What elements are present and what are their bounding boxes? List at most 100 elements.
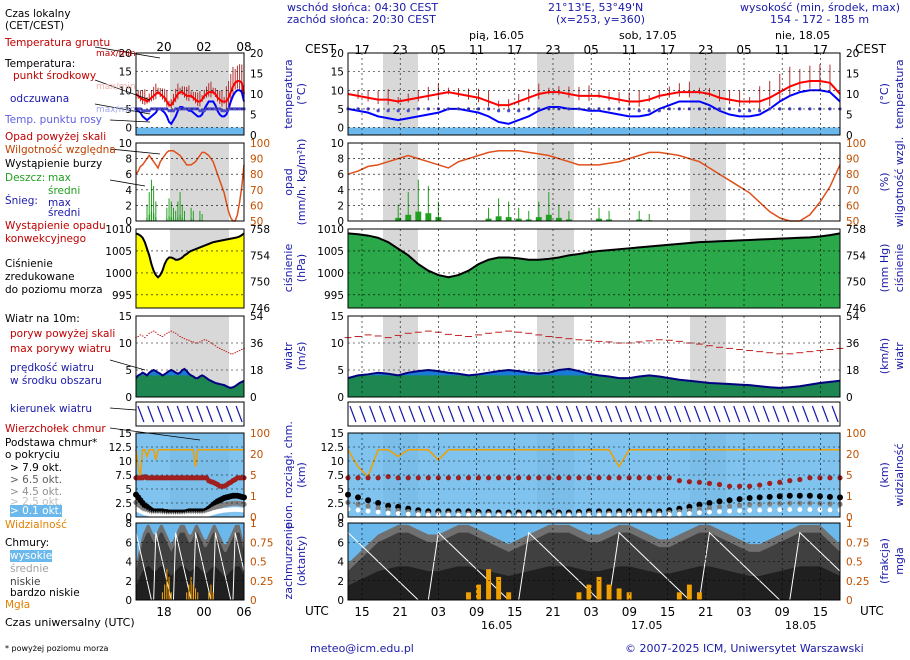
- legend-ytick-label: 2: [125, 200, 132, 212]
- main-wind-arrow: [674, 405, 682, 423]
- legend-cloud-base-2: o pokryciu: [5, 449, 60, 461]
- main-temp-dewpoint-point: [396, 109, 400, 113]
- main-cloud-cloud-base-point-3: [697, 510, 702, 516]
- main-ytick-label: 5: [337, 484, 344, 496]
- footer-email[interactable]: meteo@icm.edu.pl: [310, 642, 414, 655]
- axis-unit-left-4: (km): [295, 462, 308, 488]
- main-ytick-label: 12.5: [321, 442, 344, 454]
- main-panel-frame: [347, 315, 841, 398]
- main-ytick-label: 10: [331, 338, 344, 350]
- main-wind-arrow: [555, 405, 564, 423]
- main-cloud-cloud-top-point: [706, 480, 713, 486]
- legend-temp-dewpoint-point: [163, 107, 167, 111]
- legend-ytick-label: 4: [125, 557, 132, 569]
- main-cloud-cloud-top-point: [435, 475, 441, 481]
- legend-right-tick: 100: [250, 138, 270, 150]
- legend-temp-dewpoint-point: [218, 107, 222, 111]
- main-cloud-cloud-base-point: [355, 494, 362, 501]
- main-cloud-cloud-base-point-3: [365, 508, 371, 514]
- main-cloud-cloud-top-point: [817, 475, 823, 481]
- legend-ytick-label: 6: [125, 537, 132, 549]
- utc-date-2: 17.05: [631, 619, 663, 632]
- main-cloud-cloud-top-point: [777, 479, 783, 485]
- legend-temp-dewpoint-point: [224, 109, 228, 113]
- main-wind-arrow: [713, 405, 721, 423]
- legend-ytick-label: 5: [125, 365, 132, 377]
- legend-ytick-label: 0: [125, 595, 132, 607]
- legend-right-tick: 54: [250, 311, 264, 323]
- legend-bottom-tick: 06: [236, 605, 251, 619]
- main-cover-fog-bar: [506, 592, 512, 600]
- main-wind-arrow: [496, 405, 505, 423]
- main-wind-arrow: [506, 405, 514, 423]
- day-label-2: sob, 17.05: [619, 29, 677, 42]
- legend-right-tick: 10: [250, 89, 263, 101]
- main-cloud-cloud-top-point: [576, 475, 582, 481]
- axis-title-right-0: temperatura: [893, 59, 906, 128]
- main-ytick-label: 995: [324, 290, 344, 302]
- altitude-values: 154 - 172 - 185 m: [770, 13, 870, 26]
- main-cloud-cloud-top-point: [506, 475, 512, 481]
- main-cloud-cloud-top-point: [666, 475, 672, 481]
- cest-tick-label: 05: [736, 43, 751, 57]
- main-ytick-label: 0: [337, 392, 344, 404]
- legend-pressure-2: zredukowane: [5, 271, 75, 283]
- legend-ytick-label: 0: [125, 216, 132, 228]
- legend-ytick-label: 0: [125, 123, 132, 135]
- legend-rain: Deszcz:: [5, 172, 46, 184]
- main-ytick-label: 2: [337, 200, 344, 212]
- legend-wind-wind-line: [135, 367, 245, 389]
- axis-title-left-2: ciśnienie: [282, 244, 295, 293]
- legend-right-tick: 90: [250, 154, 263, 166]
- cest-tick-label: 11: [622, 43, 637, 57]
- legend-wind: Wiatr na 10m:: [5, 313, 80, 325]
- legend-leader-line: [109, 148, 161, 155]
- main-right-tick: 746: [846, 303, 866, 315]
- main-cloud-cloud-base-point: [776, 493, 783, 500]
- utc-tick-label: 09: [469, 605, 484, 619]
- axis-unit-right-0: (°C): [878, 83, 891, 105]
- cest-tick-label: 17: [507, 43, 522, 57]
- main-wind-arrow: [437, 405, 446, 423]
- main-cloud-cloud-top-point: [797, 476, 803, 483]
- main-cloud-cloud-base-point-2: [365, 503, 371, 509]
- legend-temp-dewpoint-point: [237, 107, 242, 111]
- main-cloud-cloud-base-point-2: [706, 505, 713, 511]
- legend-pressure-3: do poziomu morza: [5, 284, 103, 296]
- legend-cover-fog-bar: [210, 584, 212, 600]
- main-cloud-cloud-base-point-3: [375, 509, 381, 515]
- main-cloud-cloud-base-point: [826, 493, 833, 500]
- main-right-tick: 758: [846, 224, 866, 236]
- main-wind-arrow: [516, 405, 524, 423]
- legend-temp-dewpoint-point: [136, 107, 140, 111]
- main-wind-arrow: [526, 405, 534, 423]
- main-cloud-cloud-top-point: [726, 483, 733, 489]
- main-right-tick: 5: [846, 470, 853, 482]
- legend-cover-fog-bar: [164, 584, 166, 600]
- legend-cover-fog-bar: [166, 569, 168, 600]
- main-cloud-cloud-base-point-3: [576, 512, 582, 518]
- main-cloud-visibility-line: [347, 449, 840, 479]
- legend-footnote: * powyżej poziomu morza: [5, 644, 109, 653]
- main-right-tick: 0: [846, 130, 853, 142]
- main-panel-frame: [347, 142, 841, 222]
- main-wind-arrow: [418, 405, 426, 423]
- axis-unit-right-2: (mm Hg): [878, 244, 891, 293]
- legend-wind-dir: kierunek wiatru: [10, 403, 92, 415]
- main-wind-arrow: [388, 405, 396, 423]
- legend-temp-dewpoint-point: [154, 107, 158, 111]
- main-right-tick: 0: [846, 595, 853, 607]
- legend-vlow: bardzo niskie: [10, 587, 80, 599]
- legend-temp-dewpoint-point: [141, 109, 145, 113]
- main-cloud-cloud-base-point-3: [807, 507, 813, 512]
- main-cloud-cloud-base-point-3: [606, 512, 612, 518]
- main-ytick-label: 0: [337, 512, 344, 524]
- axis-title-left-0: temperatura: [282, 59, 295, 128]
- main-ytick-label: 0: [337, 216, 344, 228]
- legend-temp-dewpoint-point: [213, 107, 217, 111]
- legend-temp-dewpoint-point: [152, 107, 156, 111]
- coords-text: 21°13'E, 53°49'N: [548, 1, 644, 14]
- legend-midpoint: punkt środkowy: [13, 70, 97, 82]
- legend-ytick-label: 4: [125, 185, 132, 197]
- legend-leader-line: [109, 179, 146, 187]
